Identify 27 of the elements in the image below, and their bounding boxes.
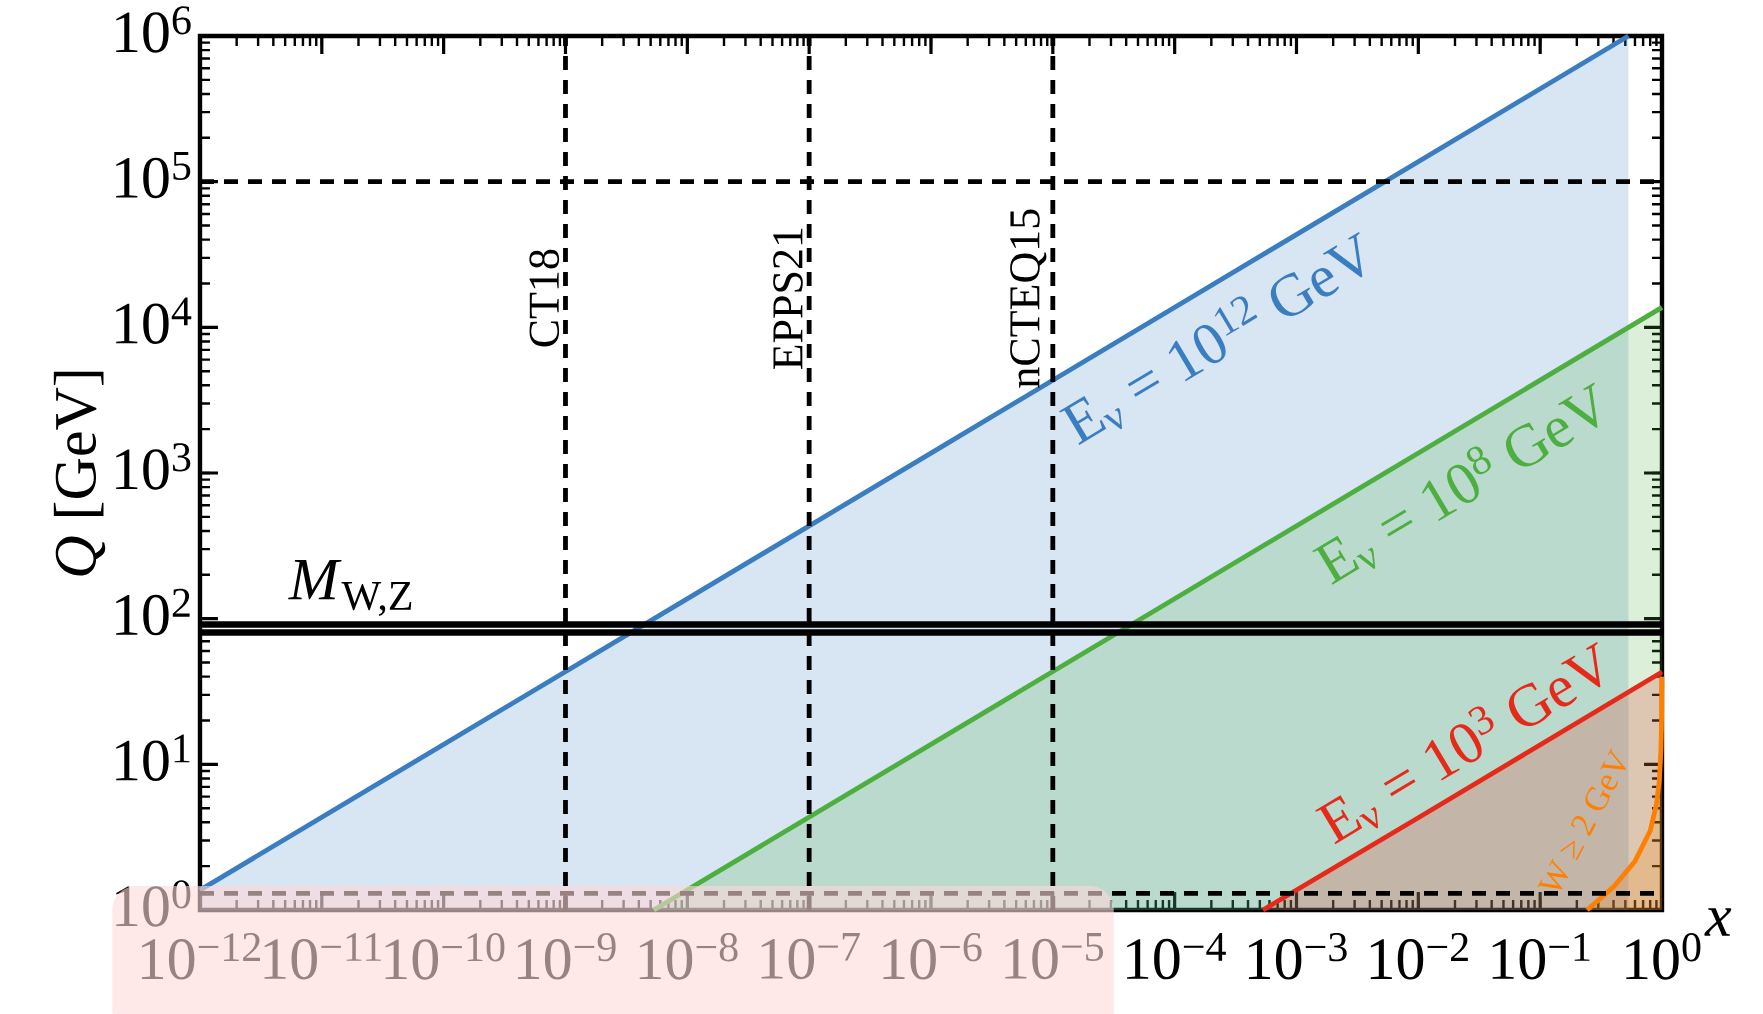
x-tick-label: 10$^{−3}$ bbox=[1248, 933, 1347, 980]
x-axis-title: x bbox=[1704, 908, 1732, 936]
x-tick-label: 10$^{−11}$ bbox=[264, 933, 381, 980]
y-axis-title: Q [GeV] bbox=[53, 371, 106, 576]
ref-line-label: CT18 bbox=[529, 249, 560, 347]
y-tick-label: 10$^{5}$ bbox=[116, 151, 191, 199]
y-tick-label: 10$^{3}$ bbox=[116, 443, 191, 490]
x-tick-label: 10$^{−4}$ bbox=[1127, 933, 1226, 980]
y-tick-label: 10$^{6}$ bbox=[116, 6, 191, 53]
ref-line-label: EPPS21 bbox=[773, 228, 803, 370]
annotation: W ≥ 2 GeV bbox=[1537, 748, 1627, 890]
x-tick-label: 10$^{−12}$ bbox=[141, 933, 261, 980]
y-tick-label: 10$^{4}$ bbox=[116, 297, 192, 344]
x-tick-label: 10$^{−9}$ bbox=[517, 933, 616, 980]
x-tick-label: 10$^{−5}$ bbox=[1005, 933, 1104, 980]
ref-line-label: nCTEQ15 bbox=[1010, 209, 1047, 388]
y-tick-label: 10$^{0}$ bbox=[116, 880, 191, 927]
x-tick-label: 10$^{−1}$ bbox=[1492, 933, 1590, 980]
x-tick-label: 10$^{−8}$ bbox=[639, 933, 738, 980]
x-tick-label: 10$^{−10}$ bbox=[385, 933, 505, 980]
x-tick-label: 10$^{−6}$ bbox=[883, 933, 982, 980]
x-tick-label: 10$^{0}$ bbox=[1626, 933, 1701, 980]
x-tick-label: 10$^{−2}$ bbox=[1370, 933, 1468, 980]
ref-line-label: M$_{W,Z}$ bbox=[288, 559, 412, 617]
y-tick-label: 10$^{1}$ bbox=[116, 734, 190, 781]
x-tick-label: 10$^{−7}$ bbox=[761, 933, 860, 980]
y-tick-label: 10$^{2}$ bbox=[116, 588, 190, 636]
